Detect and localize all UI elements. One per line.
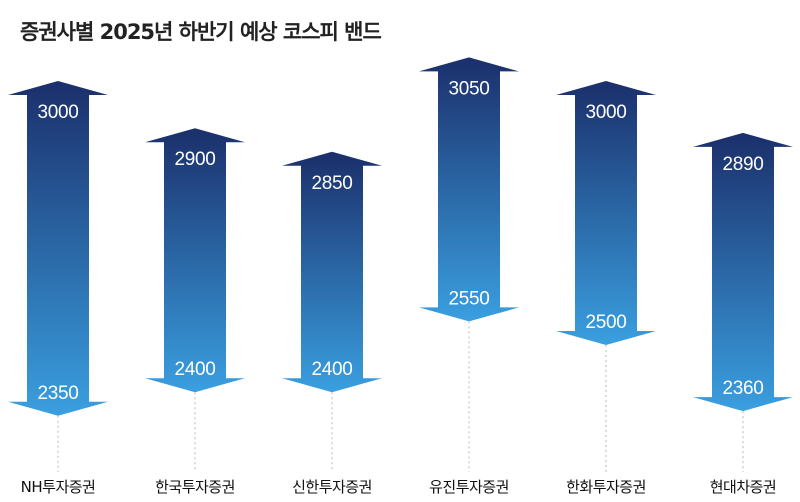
lower-value-label: 2400 (174, 359, 215, 380)
lower-value-label: 2500 (585, 312, 626, 333)
range-arrow (8, 81, 108, 416)
lower-value-label: 2550 (448, 288, 489, 309)
category-label: 한화투자증권 (566, 478, 646, 496)
range-arrow (556, 81, 656, 345)
upper-value-label: 3050 (448, 78, 489, 99)
upper-value-label: 2850 (311, 173, 352, 194)
lower-value-label: 2350 (37, 383, 78, 404)
category-label: 신한투자증권 (292, 478, 372, 496)
lower-value-label: 2360 (722, 378, 763, 399)
category-label: 한국투자증권 (155, 478, 235, 496)
category-label: NH투자증권 (21, 478, 96, 496)
lower-value-label: 2400 (311, 359, 352, 380)
range-arrow (145, 128, 245, 393)
range-arrow (282, 151, 382, 393)
range-arrow (693, 132, 793, 412)
chart-title: 증권사별 2025년 하반기 예상 코스피 밴드 (20, 20, 382, 44)
range-arrow (419, 57, 519, 322)
category-label: 현대차증권 (710, 478, 777, 496)
upper-value-label: 2890 (722, 154, 763, 175)
upper-value-label: 2900 (174, 149, 215, 170)
upper-value-label: 3000 (585, 102, 626, 123)
category-label: 유진투자증권 (429, 478, 509, 496)
upper-value-label: 3000 (37, 102, 78, 123)
